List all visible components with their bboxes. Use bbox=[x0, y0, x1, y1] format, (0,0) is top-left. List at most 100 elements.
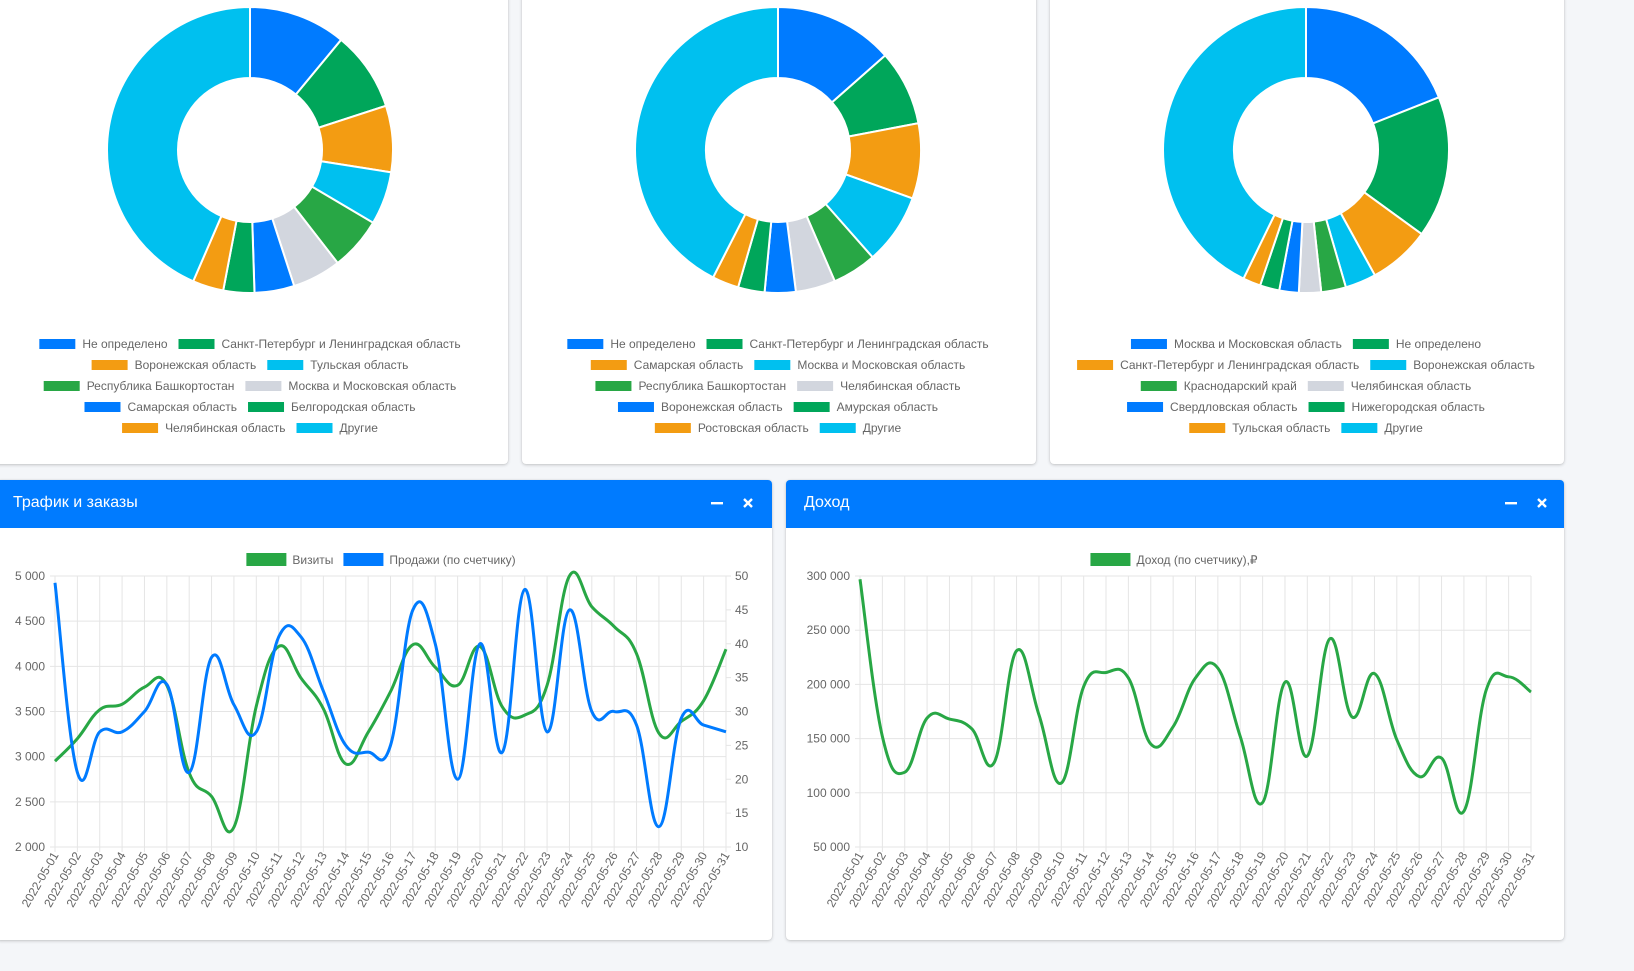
legend-swatch bbox=[296, 423, 333, 433]
legend-swatch bbox=[819, 423, 856, 433]
legend-label[interactable]: Краснодарский край bbox=[1184, 379, 1297, 393]
legend-swatch bbox=[617, 402, 654, 412]
legend-swatch bbox=[245, 381, 282, 391]
traffic-line-chart: 2022-05-012022-05-022022-05-032022-05-04… bbox=[15, 553, 749, 910]
traffic-card: Трафик и заказы 2022-05-01 2022-05-02 2022… bbox=[0, 480, 772, 940]
legend-swatch bbox=[595, 381, 632, 391]
legend-label[interactable]: Челябинская область bbox=[1351, 379, 1471, 393]
legend-label[interactable]: Санкт-Петербург и Ленинградская область bbox=[1120, 358, 1359, 372]
y-right-tick-label: 40 bbox=[735, 637, 749, 651]
y-tick-label: 250 000 bbox=[807, 623, 851, 637]
donut-slice[interactable] bbox=[106, 5, 251, 283]
times-icon[interactable] bbox=[1532, 492, 1552, 514]
legend-label[interactable]: Санкт-Петербург и Ленинградская область bbox=[750, 337, 989, 351]
legend-label[interactable]: Белгородская область bbox=[291, 400, 415, 414]
legend-label[interactable]: Самарская область bbox=[634, 358, 744, 372]
legend-label[interactable]: Москва и Московская область bbox=[797, 358, 965, 372]
legend-label[interactable]: Санкт-Петербург и Ленинградская область bbox=[222, 337, 461, 351]
traffic-card-title: Трафик и заказы bbox=[13, 494, 138, 511]
legend-label[interactable]: Амурская область bbox=[837, 400, 938, 414]
y-right-tick-label: 20 bbox=[735, 772, 749, 786]
minus-icon[interactable] bbox=[1501, 492, 1521, 514]
legend-swatch bbox=[797, 381, 834, 391]
y-tick-label: 150 000 bbox=[807, 732, 851, 746]
legend-label[interactable]: Челябинская область bbox=[840, 379, 960, 393]
y-right-tick-label: 25 bbox=[735, 738, 749, 752]
legend-swatch bbox=[91, 360, 128, 370]
y-right-tick-label: 10 bbox=[735, 840, 749, 854]
y-tick-label: 5 000 bbox=[15, 569, 45, 583]
legend-label[interactable]: Воронежская область bbox=[1413, 358, 1535, 372]
legend-label[interactable]: Тульская область bbox=[1232, 421, 1330, 435]
legend-swatch bbox=[248, 402, 285, 412]
donut-slice[interactable] bbox=[1162, 5, 1307, 280]
legend-swatch bbox=[1370, 360, 1407, 370]
legend-label[interactable]: Тульская область bbox=[310, 358, 408, 372]
legend-label[interactable]: Не определено bbox=[82, 337, 168, 351]
y-tick-label: 200 000 bbox=[807, 677, 851, 691]
y-right-tick-label: 35 bbox=[735, 671, 749, 685]
legend-swatch bbox=[567, 339, 604, 349]
legend-label[interactable]: Воронежская область bbox=[135, 358, 257, 372]
legend-swatch bbox=[706, 339, 743, 349]
legend-label[interactable]: Доход (по счетчику),₽ bbox=[1136, 553, 1257, 567]
donut-slice[interactable] bbox=[634, 5, 779, 279]
legend-swatch bbox=[1090, 553, 1131, 566]
times-icon[interactable] bbox=[738, 492, 758, 514]
legend-swatch bbox=[654, 423, 691, 433]
legend-label[interactable]: Республика Башкортостан bbox=[638, 379, 786, 393]
legend-label[interactable]: Самарская область bbox=[127, 400, 237, 414]
legend-label[interactable]: Продажи (по счетчику) bbox=[389, 553, 515, 567]
legend-swatch bbox=[246, 553, 287, 566]
legend-label[interactable]: Другие bbox=[863, 421, 902, 435]
series-line[interactable] bbox=[858, 579, 1532, 815]
legend-swatch bbox=[43, 381, 80, 391]
donut-card-3: Москва и Московская область Не определено… bbox=[1050, 0, 1564, 464]
legend-label[interactable]: Воронежская область bbox=[661, 400, 783, 414]
y-right-tick-label: 50 bbox=[735, 569, 749, 583]
y-tick-label: 4 500 bbox=[15, 614, 45, 628]
legend-swatch bbox=[122, 423, 159, 433]
legend-label[interactable]: Визиты bbox=[292, 553, 333, 567]
minus-icon[interactable] bbox=[707, 492, 727, 514]
legend-swatch bbox=[793, 402, 830, 412]
y-tick-label: 2 000 bbox=[15, 840, 45, 854]
traffic-card-header: Трафик и заказы bbox=[0, 480, 772, 528]
legend-label[interactable]: Не определено bbox=[610, 337, 696, 351]
legend-label[interactable]: Республика Башкортостан bbox=[87, 379, 235, 393]
income-card-title: Доход bbox=[804, 494, 850, 511]
legend-swatch bbox=[267, 360, 304, 370]
legend-swatch bbox=[39, 339, 76, 349]
y-tick-label: 3 000 bbox=[15, 750, 45, 764]
legend-label[interactable]: Не определено bbox=[1396, 337, 1482, 351]
legend-swatch bbox=[1341, 423, 1378, 433]
legend-swatch bbox=[1140, 381, 1177, 391]
legend-label[interactable]: Другие bbox=[340, 421, 379, 435]
y-tick-label: 300 000 bbox=[807, 569, 851, 583]
series-line[interactable] bbox=[53, 582, 727, 829]
donut-slice[interactable] bbox=[1305, 5, 1441, 125]
legend-swatch bbox=[178, 339, 215, 349]
legend-swatch bbox=[1308, 402, 1345, 412]
legend-swatch bbox=[1189, 423, 1226, 433]
legend-label[interactable]: Москва и Московская область bbox=[1174, 337, 1342, 351]
y-tick-label: 4 000 bbox=[15, 659, 45, 673]
legend-label[interactable]: Москва и Московская область bbox=[288, 379, 456, 393]
legend-label[interactable]: Ростовская область bbox=[698, 421, 809, 435]
y-right-tick-label: 30 bbox=[735, 705, 749, 719]
y-tick-label: 100 000 bbox=[807, 786, 851, 800]
legend-label[interactable]: Другие bbox=[1384, 421, 1423, 435]
donut-card-1: Не определено Санкт-Петербург и Ленинград… bbox=[0, 0, 508, 464]
legend-swatch bbox=[84, 402, 121, 412]
legend-label[interactable]: Нижегородская область bbox=[1352, 400, 1485, 414]
income-line-chart: 2022-05-012022-05-022022-05-032022-05-04… bbox=[807, 553, 1538, 910]
legend-swatch bbox=[1130, 339, 1167, 349]
legend-label[interactable]: Свердловская область bbox=[1170, 400, 1297, 414]
y-tick-label: 50 000 bbox=[813, 840, 850, 854]
legend-swatch bbox=[754, 360, 791, 370]
legend-swatch bbox=[1077, 360, 1114, 370]
y-right-tick-label: 15 bbox=[735, 806, 749, 820]
income-card-header: Доход bbox=[786, 480, 1564, 528]
y-tick-label: 3 500 bbox=[15, 705, 45, 719]
legend-label[interactable]: Челябинская область bbox=[165, 421, 285, 435]
